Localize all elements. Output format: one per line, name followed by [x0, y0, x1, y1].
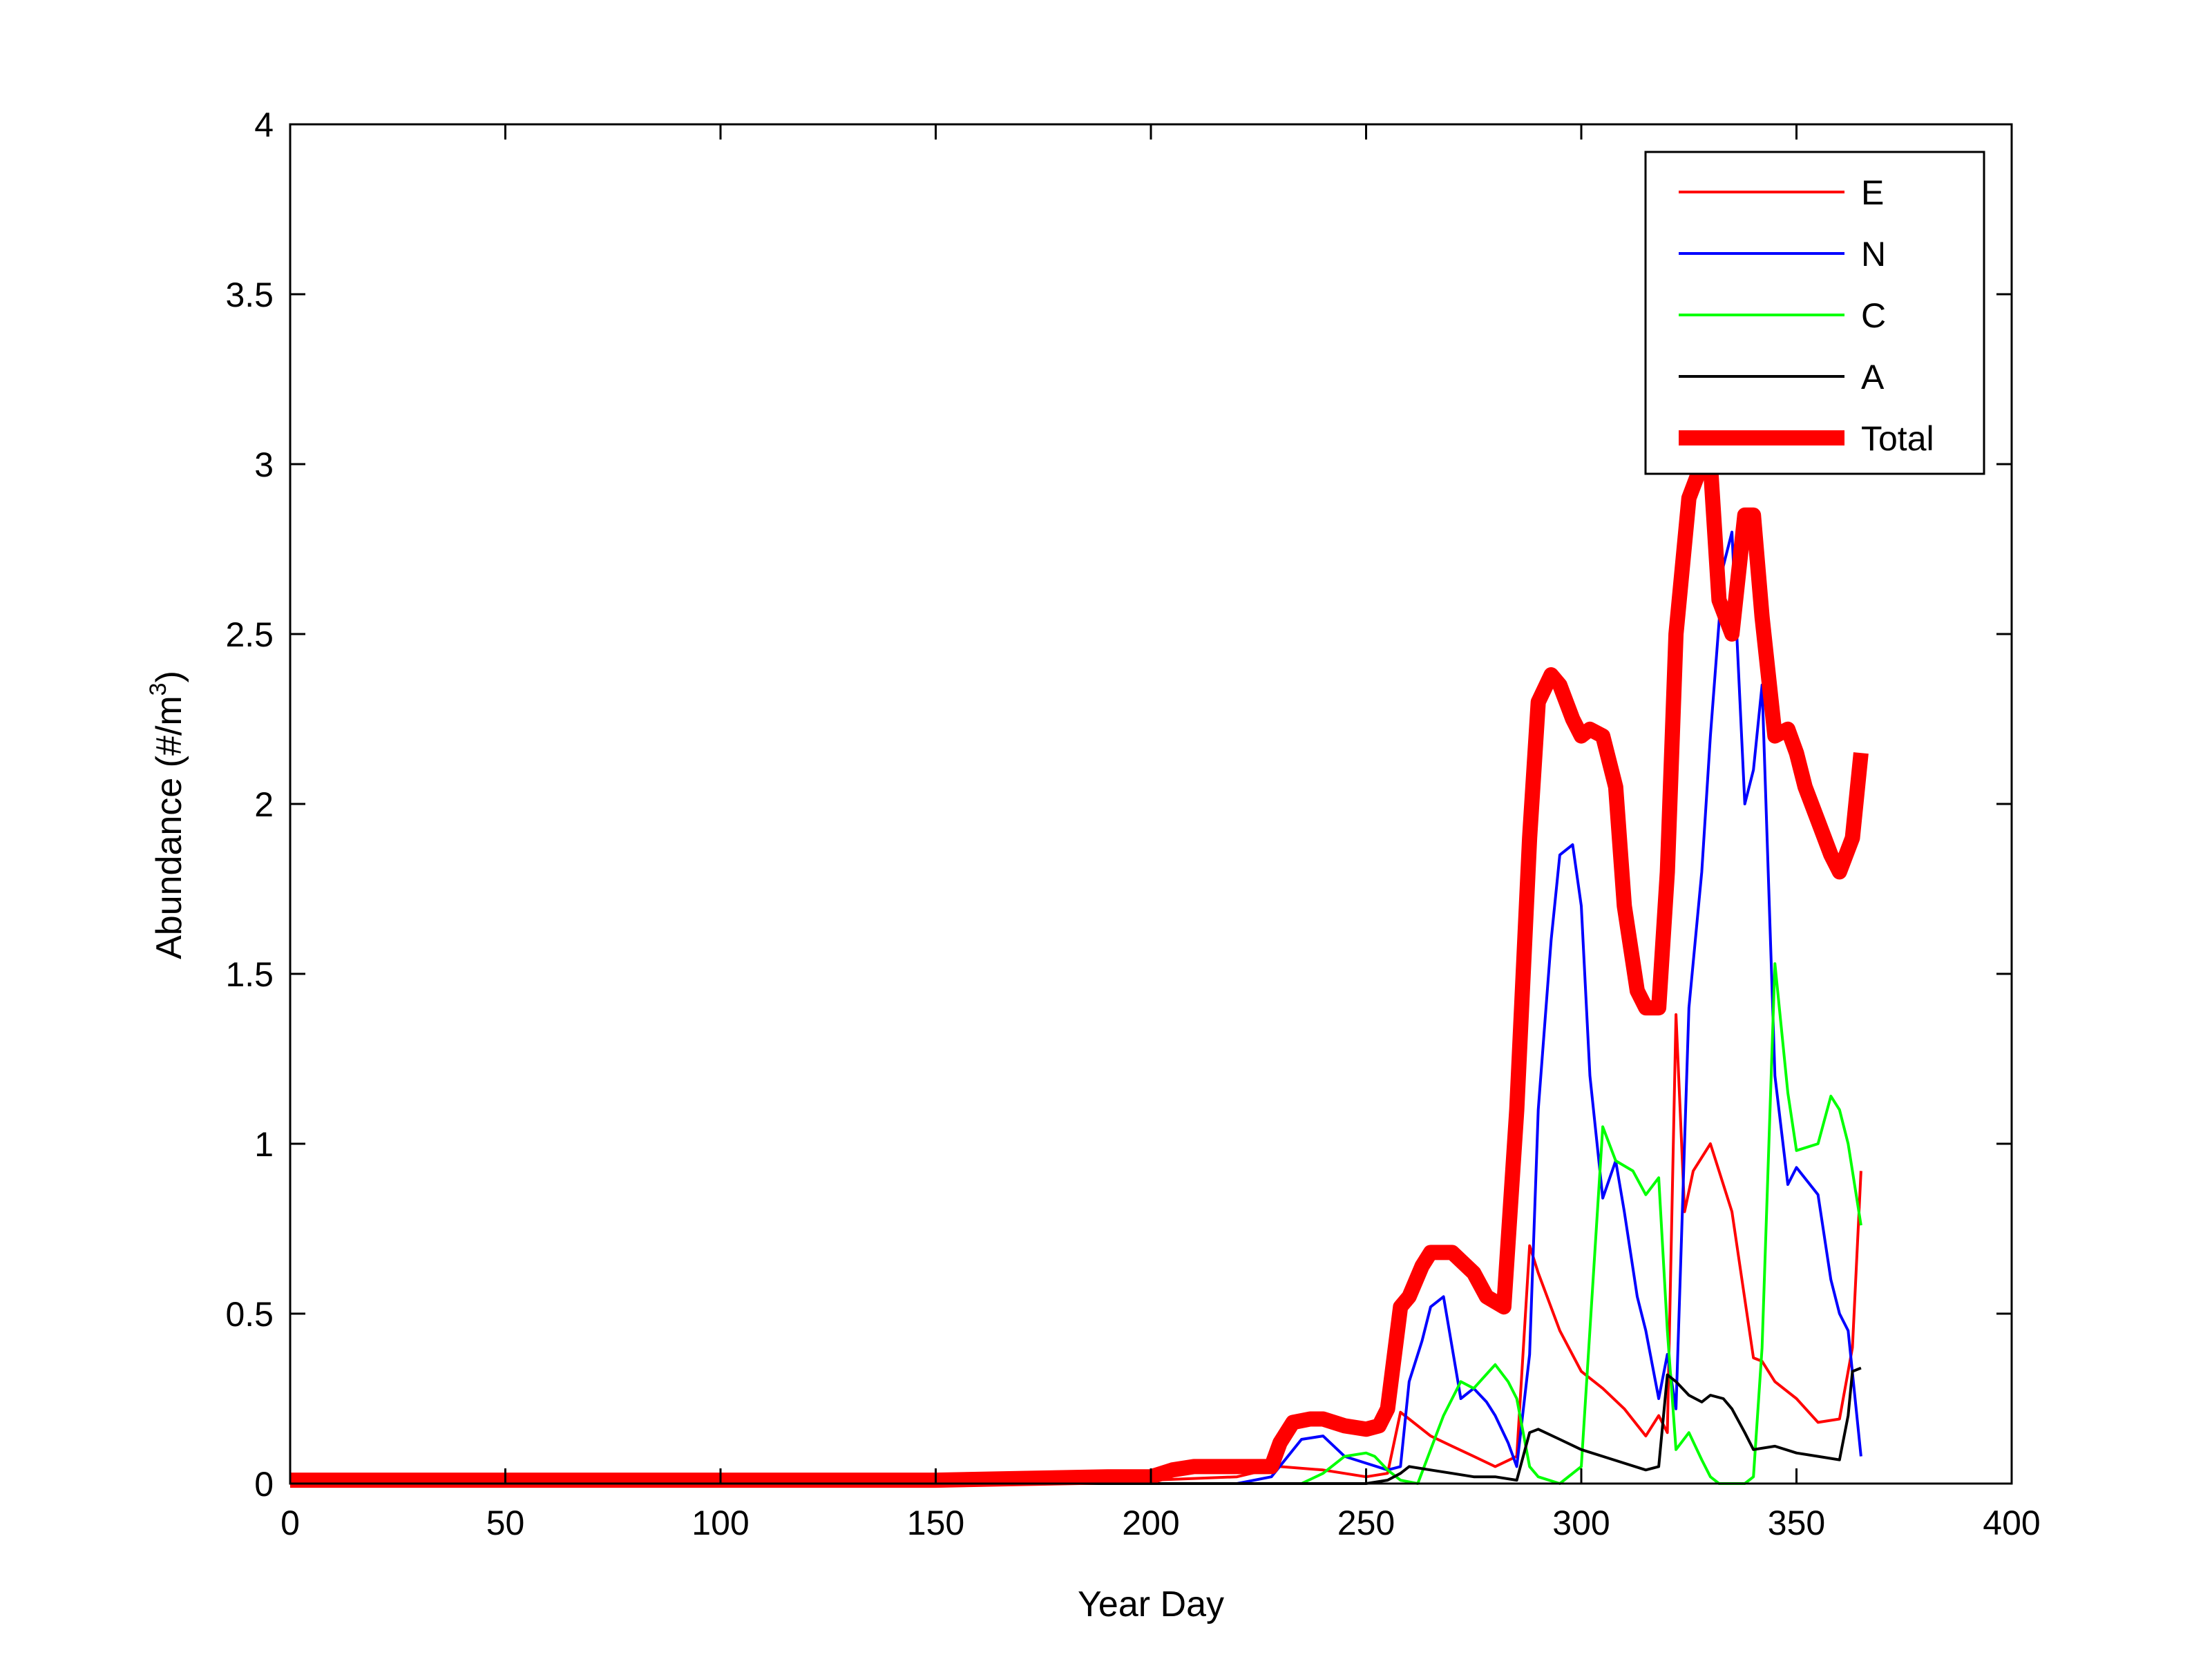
legend-box: [1644, 151, 1985, 475]
x-tick-label: 300: [1552, 1504, 1610, 1542]
legend-label-c: C: [1861, 296, 1886, 335]
x-tick-label: 350: [1768, 1504, 1825, 1542]
x-tick-label: 200: [1122, 1504, 1179, 1542]
y-tick-label: 3: [254, 445, 274, 484]
y-axis-label: Abundance (#/m3): [145, 671, 189, 959]
x-tick-label: 0: [280, 1504, 300, 1542]
series-line-c: [290, 962, 1862, 1485]
y-axis-label-suffix: ): [149, 671, 189, 682]
series-line-n: [290, 530, 1862, 1485]
y-tick-label: 0.5: [225, 1295, 274, 1334]
y-tick-label: 3.5: [225, 276, 274, 314]
series-line-total: [290, 457, 1869, 1488]
legend-label-a: A: [1861, 358, 1885, 396]
y-tick-label: 1.5: [225, 955, 274, 994]
x-tick-label: 150: [907, 1504, 964, 1542]
x-tick-label: 100: [692, 1504, 749, 1542]
y-tick-label: 1: [254, 1125, 274, 1164]
y-tick-label: 4: [254, 106, 274, 144]
legend-label-n: N: [1861, 235, 1886, 274]
x-tick-label: 50: [486, 1504, 525, 1542]
y-tick-label: 0: [254, 1465, 274, 1504]
axes-layer: 0 50 100 150 200 250 300 350 400 0 0.5 1 1.5 2 2.5 3 3.5…: [225, 106, 2040, 1542]
y-tick-label: 2.5: [225, 615, 274, 654]
y-axis-label-main: Abundance (#/m: [149, 696, 189, 959]
y-tick-label: 2: [254, 785, 274, 824]
x-tick-label: 400: [1983, 1504, 2040, 1542]
y-axis-label-superscript: 3: [145, 682, 171, 696]
series-line-a: [290, 1366, 1862, 1485]
x-tick-label: 250: [1337, 1504, 1395, 1542]
legend-label-e: E: [1861, 173, 1884, 212]
x-axis-label: Year Day: [1078, 1584, 1224, 1624]
legend-label-total: Total: [1861, 419, 1934, 458]
